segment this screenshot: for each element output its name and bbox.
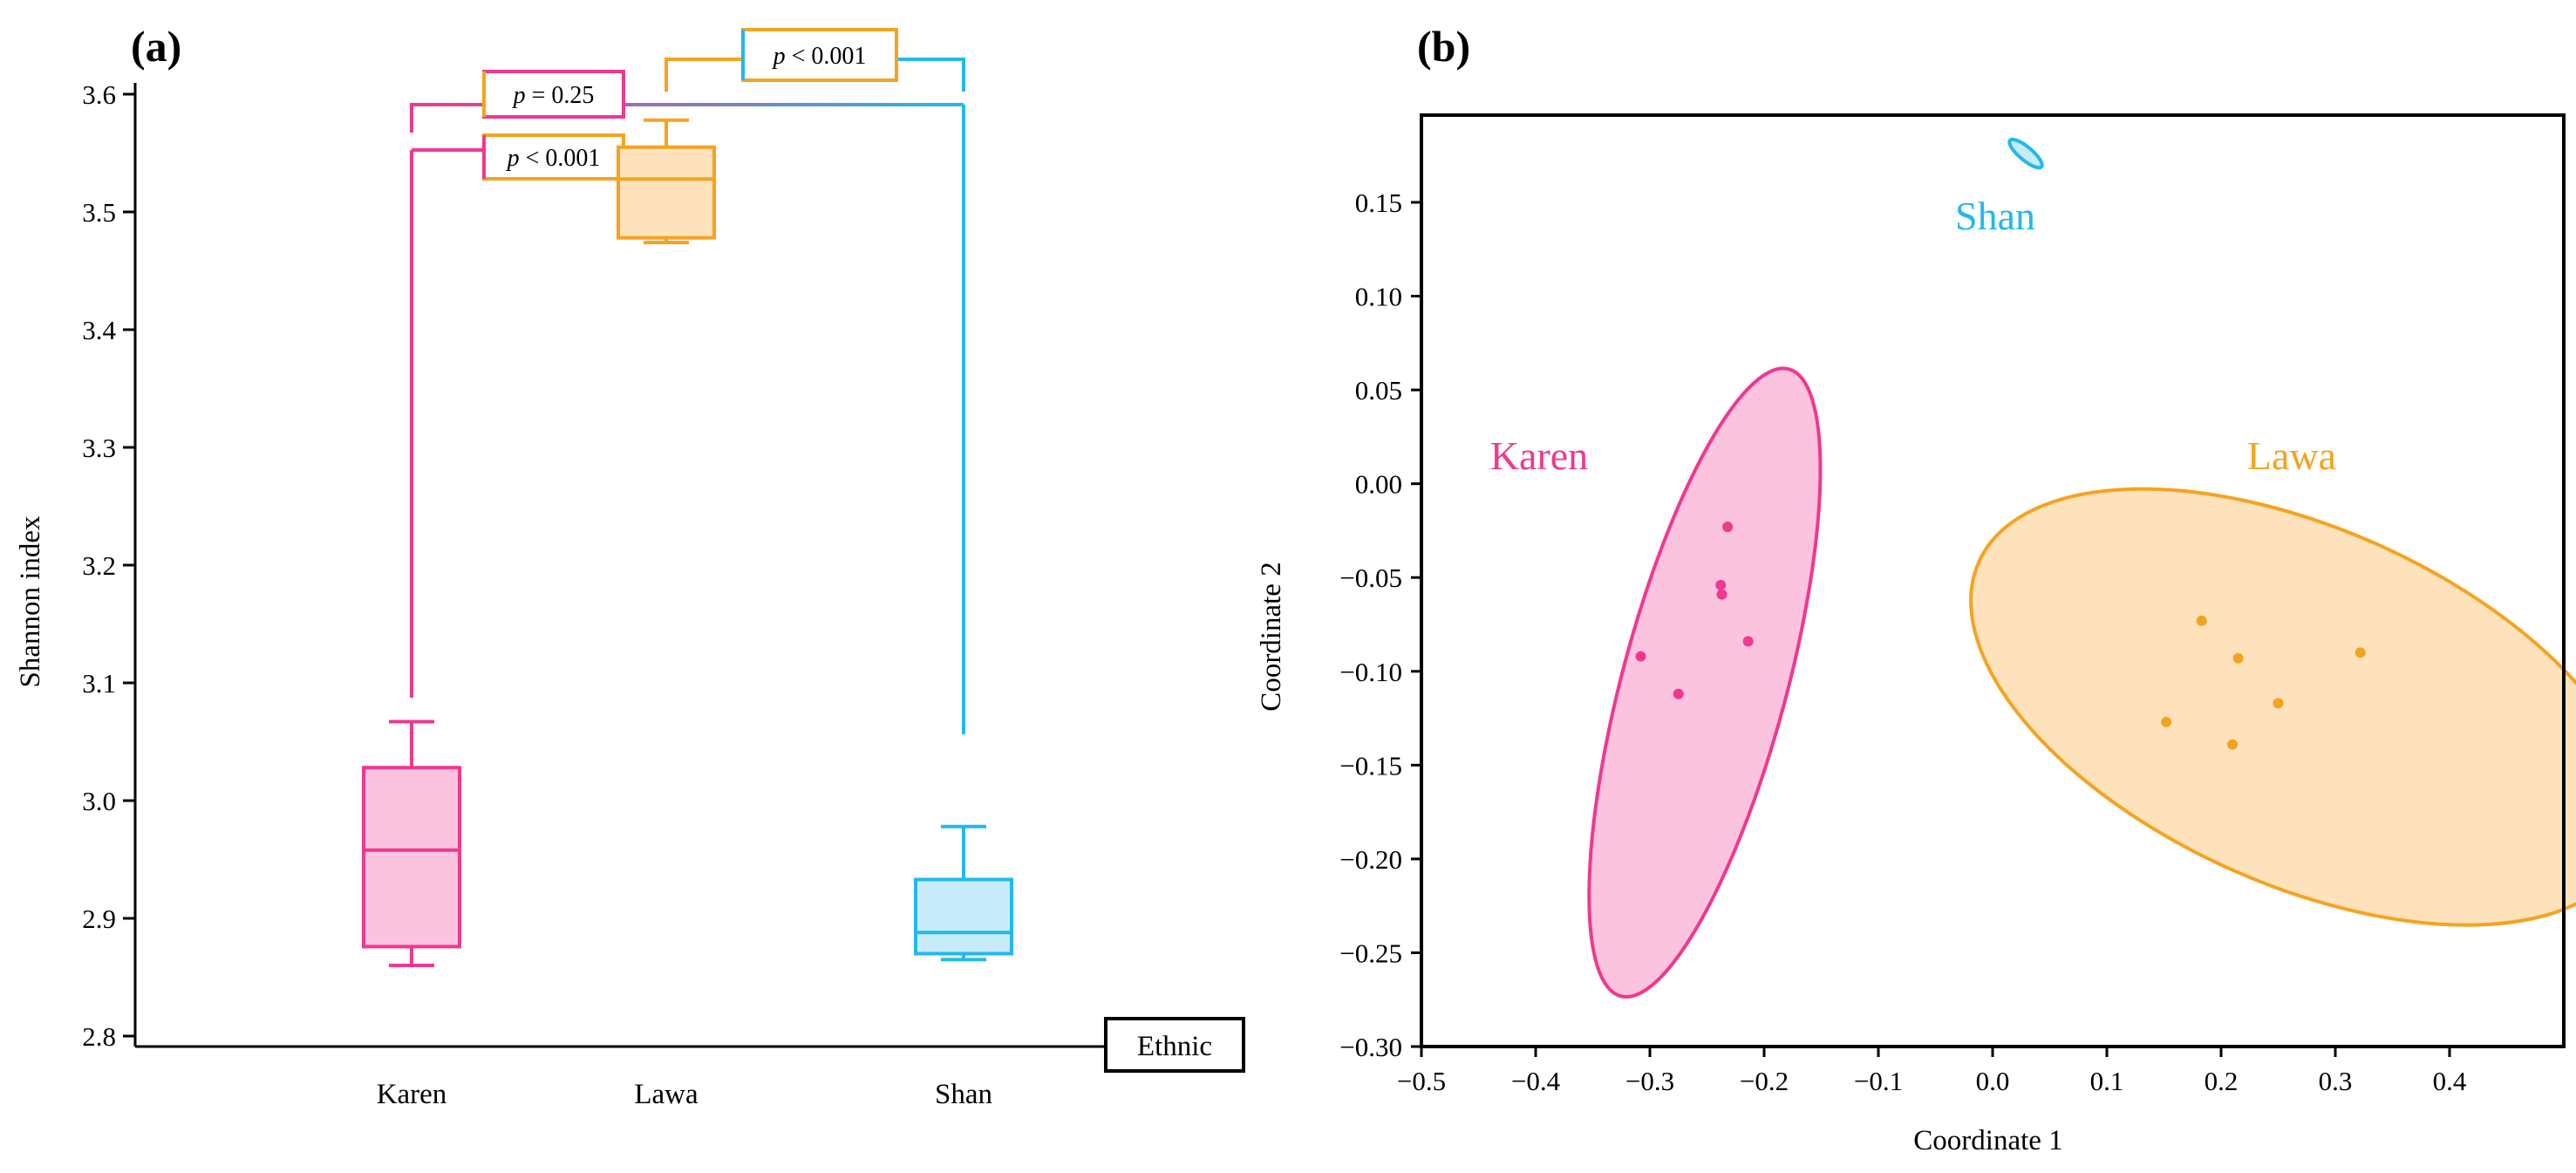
p-value-label-1: p = 0.25 (482, 70, 625, 119)
pcoa-y-axis-label: Coordinate 2 (1256, 562, 1287, 711)
point-lawa (2232, 652, 2244, 664)
point-lawa (2273, 698, 2284, 709)
point-karen (1715, 579, 1727, 590)
pcoa-x-tick-label: −0.3 (1625, 1066, 1674, 1096)
boxplot-panel: 2.8 2.9 3.0 3.1 3.2 3.3 3.4 3.5 3.6 Karen Lawa Shan… (15, 28, 1245, 1110)
p-value-label-0: p < 0.001 (482, 133, 625, 181)
boxplot-y-tick-label: 2.9 (82, 904, 116, 934)
boxplot-x-tick-label: Shan (935, 1079, 992, 1110)
pcoa-y-tick-label: 0.00 (1355, 469, 1402, 500)
boxplot-y-axis-label: Shannon index (15, 515, 46, 688)
box-iqr (362, 766, 461, 949)
pcoa-x-tick-label: −0.2 (1740, 1066, 1789, 1096)
point-karen (1673, 688, 1684, 699)
pcoa-y-tick-label: −0.10 (1339, 657, 1402, 687)
boxplot-boxes (362, 118, 1013, 967)
p-symbol: p (506, 145, 520, 172)
boxplot-axes: 2.8 2.9 3.0 3.1 3.2 3.3 3.4 3.5 3.6 Karen Lawa Shan (82, 79, 1106, 1110)
pcoa-y-tick-label: −0.30 (1339, 1032, 1402, 1062)
pcoa-label-lawa: Lawa (2247, 433, 2336, 478)
boxplot-y-tick-label: 3.5 (82, 197, 116, 228)
pcoa-y-tick-label: −0.20 (1339, 844, 1402, 875)
p-value-frame (741, 28, 898, 82)
ellipse-shan (2007, 137, 2044, 170)
boxplot-x-tick-label: Lawa (634, 1079, 699, 1110)
pcoa-x-tick-label: 0.0 (1976, 1066, 2010, 1096)
point-lawa (2355, 647, 2366, 658)
point-karen (1722, 522, 1734, 533)
box-iqr (617, 145, 716, 240)
ethnic-legend-frame (1104, 1017, 1245, 1073)
boxplot-box-shan (914, 824, 1013, 962)
p-value-frame (482, 133, 625, 181)
p-value: < 0.001 (786, 43, 867, 70)
box-iqr (914, 877, 1013, 956)
p-value-frame (482, 70, 625, 119)
pcoa-y-tick-label: −0.15 (1339, 750, 1402, 781)
point-lawa (2227, 739, 2239, 750)
p-symbol: p (772, 43, 786, 70)
point-karen (1635, 651, 1646, 662)
point-lawa (2196, 615, 2207, 626)
pcoa-x-tick-label: −0.5 (1397, 1066, 1446, 1096)
p-value-text: p < 0.001 (772, 43, 867, 70)
p-value-text: p = 0.25 (512, 82, 595, 109)
pcoa-ellipses (1587, 137, 2576, 999)
boxplot-y-tick-label: 3.0 (82, 786, 116, 816)
p-value: < 0.001 (520, 145, 601, 172)
boxplot-x-tick-label: Karen (377, 1079, 447, 1110)
ellipse-lawa (1969, 487, 2576, 927)
boxplot-y-tick-label: 3.2 (82, 550, 116, 581)
point-karen (1716, 589, 1728, 600)
ellipse-karen (1587, 366, 1823, 999)
p-value-text: p < 0.001 (506, 145, 601, 172)
boxplot-y-tick-label: 3.1 (82, 668, 116, 699)
pcoa-x-tick-label: 0.4 (2433, 1066, 2467, 1096)
pcoa-points (1635, 522, 2366, 750)
pcoa-y-tick-label: 0.15 (1355, 188, 1402, 218)
boxplot-box-lawa (617, 118, 716, 245)
pcoa-label-shan: Shan (1955, 194, 2035, 238)
pcoa-x-tick-label: −0.4 (1511, 1066, 1561, 1096)
pcoa-y-tick-label: 0.05 (1355, 375, 1402, 406)
p-value-label-2: p < 0.001 (741, 28, 898, 82)
pcoa-x-axis-label: Coordinate 1 (1913, 1125, 2062, 1156)
ethnic-legend-box: Ethnic (1104, 1017, 1245, 1073)
pcoa-axes: −0.5 −0.4 −0.3 −0.2 −0.1 0.0 0.1 0.2 0.3 0.4 −0.30… (1339, 113, 2566, 1096)
boxplot-y-tick-label: 3.6 (82, 79, 116, 110)
pcoa-panel: −0.5 −0.4 −0.3 −0.2 −0.1 0.0 0.1 0.2 0.3 0.4 −0.30… (1256, 113, 2576, 1156)
pcoa-y-tick-label: −0.05 (1339, 563, 1402, 593)
panel-a-label: (a) (131, 22, 181, 71)
p-symbol: p (512, 82, 526, 109)
boxplot-y-tick-label: 2.8 (82, 1021, 116, 1052)
ethnic-legend-label: Ethnic (1137, 1031, 1212, 1062)
pcoa-label-karen: Karen (1490, 433, 1588, 478)
pcoa-x-tick-label: −0.1 (1854, 1066, 1903, 1096)
pcoa-x-tick-label: 0.2 (2205, 1066, 2239, 1096)
pcoa-y-tick-label: 0.10 (1355, 282, 1402, 312)
boxplot-box-karen (362, 719, 461, 967)
panel-b-label: (b) (1417, 22, 1470, 71)
boxplot-y-tick-label: 3.3 (82, 433, 116, 463)
point-karen (1742, 636, 1754, 647)
pcoa-x-tick-label: 0.3 (2319, 1066, 2353, 1096)
p-value: = 0.25 (526, 82, 595, 109)
point-lawa (2161, 716, 2172, 727)
pcoa-x-tick-label: 0.1 (2090, 1066, 2124, 1096)
boxplot-y-tick-label: 3.4 (82, 315, 116, 345)
pcoa-y-tick-label: −0.25 (1339, 938, 1402, 968)
